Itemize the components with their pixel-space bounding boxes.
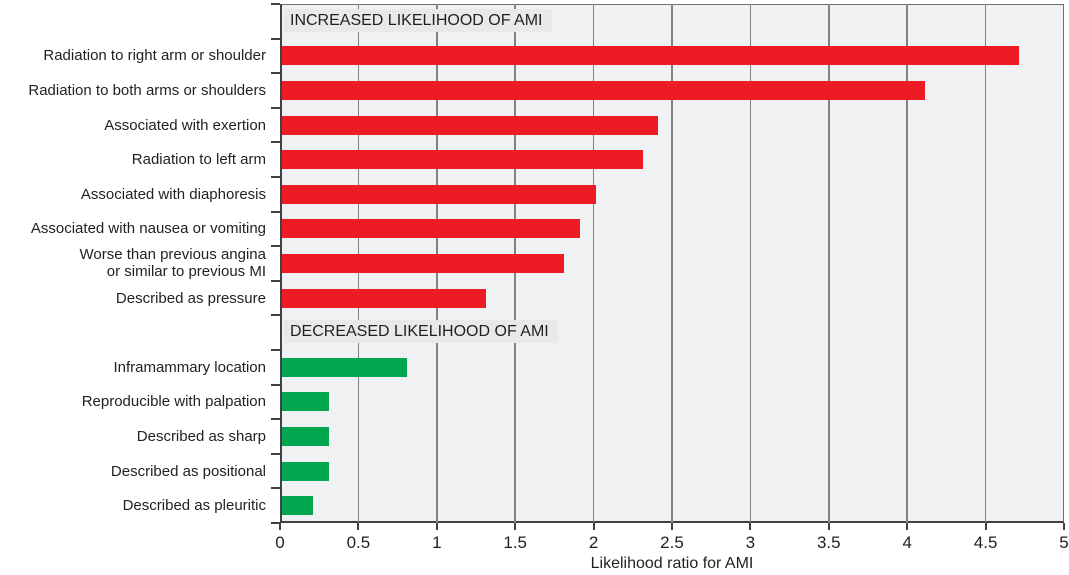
category-label-described-as-pleuritic: Described as pleuritic [122,497,266,515]
gridline-4 [906,4,908,523]
x-tick-label-1.5: 1.5 [503,533,528,552]
bar-described-as-sharp [282,427,330,446]
bar-radiation-to-right-arm-or-shoulder [282,46,1019,66]
gridline-3 [749,4,752,523]
y-axis-tick [271,3,280,5]
category-label-inframammary-location: Inframammary location [113,358,266,376]
x-axis-tick-0 [279,523,281,530]
x-tick-label-3: 3 [745,533,756,552]
y-axis-tick [271,487,280,490]
category-label-radiation-to-right-arm-or-shoulder: Radiation to right arm or shoulder [43,47,266,65]
section-header-decreased: DECREASED LIKELIHOOD OF AMI [284,319,558,343]
y-axis-tick [271,522,280,524]
x-axis-tick-1.5 [514,523,517,530]
y-axis-tick [271,349,280,351]
y-axis-tick [271,210,280,213]
gridline-4.5 [984,4,987,523]
x-axis-tick-3.5 [827,523,830,530]
bar-radiation-to-left-arm [282,150,643,170]
bar-described-as-pleuritic [282,496,314,516]
x-axis-tick-3 [749,523,752,530]
x-axis-tick-0.5 [357,523,360,530]
x-tick-label-2.5: 2.5 [660,533,684,552]
y-axis-tick [271,72,280,75]
gridline-2.5 [671,4,673,523]
category-label-described-as-pressure: Described as pressure [115,289,266,307]
x-axis-title: Likelihood ratio for AMI [590,555,754,572]
category-label-associated-with-exertion: Associated with exertion [104,116,266,134]
category-label-reproducible-with-palpation: Reproducible with palpation [81,393,266,411]
x-tick-label-5: 5 [1059,533,1069,552]
bar-described-as-pressure [282,288,486,308]
gridline-3.5 [828,4,830,523]
x-tick-label-4.5: 4.5 [973,533,998,552]
y-axis-tick [271,383,280,386]
y-axis-tick [271,452,280,455]
x-tick-label-2: 2 [588,533,599,552]
y-axis-tick [271,418,280,421]
x-axis-tick-4 [906,523,909,530]
x-axis-tick-4.5 [984,523,987,530]
y-axis-tick [271,245,280,248]
category-label-associated-with-nausea-or-vomiting: Associated with nausea or vomiting [30,220,266,238]
category-label-radiation-to-left-arm: Radiation to left arm [131,151,266,169]
y-axis-tick [271,141,280,144]
bar-associated-with-exertion [282,115,659,135]
bar-associated-with-nausea-or-vomiting [282,219,580,239]
x-axis-tick-1 [435,523,438,530]
x-tick-label-0.5: 0.5 [346,533,371,552]
category-label-described-as-sharp: Described as sharp [136,427,266,445]
x-tick-label-4: 4 [902,533,912,552]
bar-inframammary-location [282,357,408,377]
x-tick-label-3.5: 3.5 [816,533,841,552]
bar-reproducible-with-palpation [282,392,330,412]
x-axis-tick-2 [592,523,595,530]
bar-associated-with-diaphoresis [282,184,596,204]
bar-worse-than-previous-angina-or-similar-to-p [282,254,565,273]
x-axis-tick-2.5 [671,523,673,530]
x-tick-label-0: 0 [275,533,285,552]
x-tick-label-1: 1 [432,533,442,552]
bar-radiation-to-both-arms-or-shoulders [282,81,925,100]
bar-described-as-positional [282,461,330,481]
x-axis-tick-5 [1063,523,1065,530]
category-label-radiation-to-both-arms-or-shoulders: Radiation to both arms or shoulders [28,81,266,99]
y-axis-tick [271,176,280,178]
section-header-increased: INCREASED LIKELIHOOD OF AMI [284,8,552,32]
category-label-worse-than-previous-angina-or-similar-to-p: Worse than previous angina or similar to… [79,246,266,281]
category-label-described-as-positional: Described as positional [110,462,266,480]
y-axis-tick [271,314,280,317]
y-axis-tick [271,106,280,109]
y-axis-tick [271,37,280,40]
category-label-associated-with-diaphoresis: Associated with diaphoresis [80,185,266,203]
gridline-2 [592,4,595,523]
y-axis-tick [271,279,280,282]
